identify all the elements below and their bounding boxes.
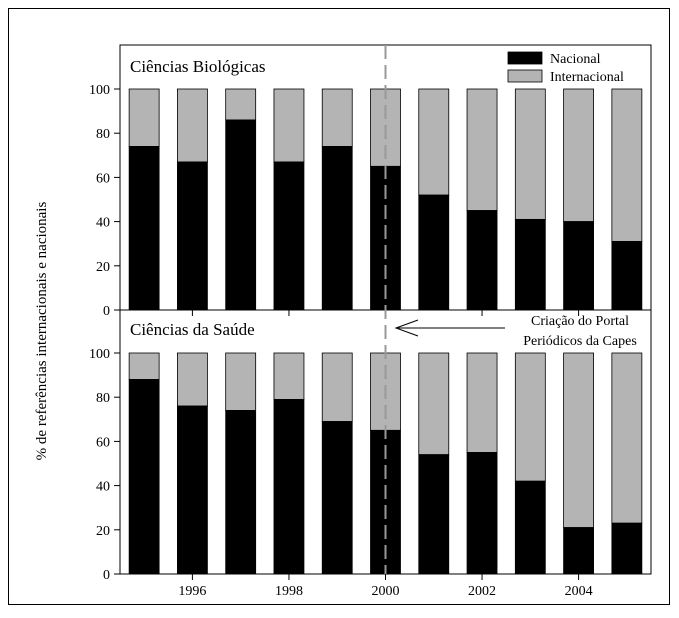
- bar-nacional-0-3: [273, 161, 305, 311]
- bars-layer: [128, 88, 643, 575]
- y-tick-label-0-4: 80: [96, 127, 110, 142]
- legend: Nacional Internacional: [507, 51, 624, 85]
- x-tick-label-4: 2004: [565, 584, 593, 599]
- y-tick-label-0-1: 20: [96, 260, 110, 275]
- legend-swatch-1: [507, 69, 543, 83]
- annotation-arrow-head: [394, 319, 419, 337]
- bar-internacional-0-4: [321, 88, 353, 147]
- bar-internacional-0-8: [514, 88, 546, 220]
- bar-nacional-0-8: [514, 218, 546, 311]
- y-tick-label-0-2: 40: [96, 216, 110, 231]
- bar-nacional-1-4: [321, 421, 353, 575]
- annotation: Criação do Portal Periódicos da Capes: [384, 45, 637, 574]
- bar-nacional-1-8: [514, 480, 546, 575]
- y-tick-label-1-2: 40: [96, 480, 110, 495]
- bar-internacional-1-7: [466, 352, 498, 453]
- bar-internacional-1-4: [321, 352, 353, 422]
- bar-internacional-0-1: [177, 88, 208, 163]
- bar-nacional-1-1: [177, 405, 208, 575]
- bar-nacional-0-7: [466, 210, 498, 311]
- legend-swatch-0: [507, 51, 543, 65]
- legend-label-1: Internacional: [550, 70, 624, 85]
- bar-nacional-0-1: [177, 161, 208, 311]
- labels-layer: 0 20 40 60 80 100 Ciências Biológicas 0 20 40 60 80…: [34, 57, 593, 599]
- bar-nacional-0-9: [563, 221, 594, 311]
- y-tick-label-1-3: 60: [96, 435, 110, 450]
- x-tick-label-0: 1996: [178, 584, 206, 599]
- bar-internacional-1-9: [563, 352, 594, 528]
- bar-nacional-1-9: [563, 527, 594, 575]
- bar-internacional-1-2: [225, 352, 257, 411]
- bar-nacional-1-7: [466, 452, 498, 575]
- annotation-line-2: Periódicos da Capes: [523, 334, 637, 349]
- bar-internacional-0-10: [611, 88, 643, 242]
- bar-nacional-1-3: [273, 399, 305, 575]
- y-tick-label-1-4: 80: [96, 391, 110, 406]
- bar-internacional-0-9: [563, 88, 594, 223]
- bar-nacional-0-10: [611, 241, 643, 311]
- legend-label-0: Nacional: [550, 52, 601, 67]
- bar-nacional-0-6: [418, 194, 450, 311]
- y-tick-label-1-0: 0: [103, 568, 110, 583]
- bar-internacional-1-0: [128, 352, 160, 380]
- bar-internacional-0-3: [273, 88, 305, 163]
- bar-internacional-1-3: [273, 352, 305, 400]
- bar-nacional-1-10: [611, 522, 643, 575]
- axes-layer: [114, 44, 652, 580]
- bar-internacional-1-1: [177, 352, 208, 407]
- panel-title-1: Ciências da Saúde: [130, 320, 255, 339]
- bar-internacional-1-10: [611, 352, 643, 524]
- bar-nacional-0-0: [128, 146, 160, 311]
- bar-internacional-0-7: [466, 88, 498, 211]
- panel-title-0: Ciências Biológicas: [130, 57, 266, 76]
- bar-nacional-1-0: [128, 379, 160, 575]
- y-tick-label-1-5: 100: [89, 347, 110, 362]
- annotation-line-1: Criação do Portal: [531, 314, 629, 329]
- outer-border: [8, 8, 670, 605]
- bar-nacional-0-4: [321, 146, 353, 311]
- y-tick-label-0-0: 0: [103, 304, 110, 319]
- bar-internacional-1-8: [514, 352, 546, 482]
- x-tick-label-2: 2000: [372, 584, 400, 599]
- bar-internacional-1-6: [418, 352, 450, 456]
- x-tick-label-1: 1998: [275, 584, 303, 599]
- bar-internacional-0-6: [418, 88, 450, 196]
- bar-nacional-0-2: [225, 119, 257, 311]
- y-axis-label: % de referências internacionais e nacion…: [34, 202, 50, 461]
- bar-nacional-1-2: [225, 410, 257, 575]
- x-tick-label-3: 2002: [468, 584, 496, 599]
- bar-nacional-1-6: [418, 454, 450, 575]
- y-tick-label-0-5: 100: [89, 83, 110, 98]
- y-tick-label-1-1: 20: [96, 524, 110, 539]
- bar-internacional-0-2: [225, 88, 257, 121]
- y-tick-label-0-3: 60: [96, 171, 110, 186]
- bar-internacional-0-0: [128, 88, 160, 147]
